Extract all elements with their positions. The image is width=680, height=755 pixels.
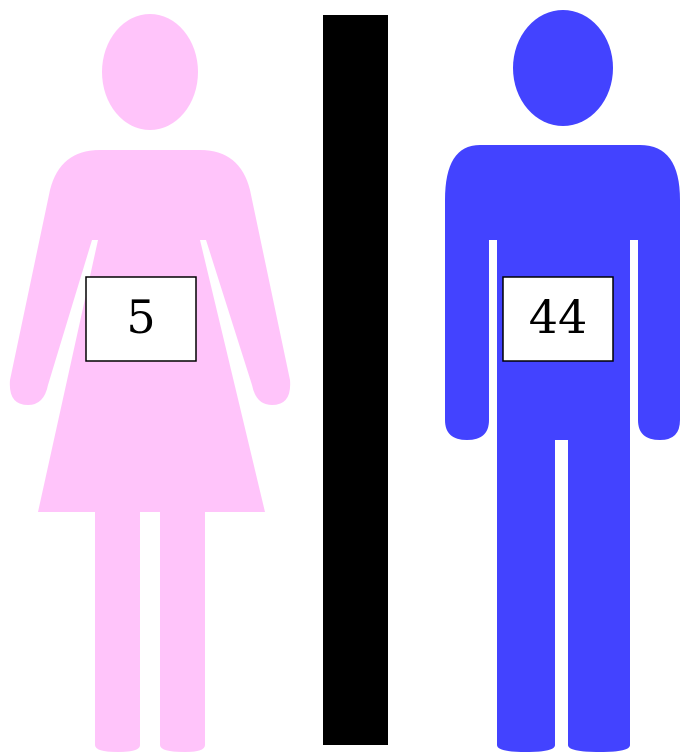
female-figure — [9, 14, 291, 752]
female-count: 5 — [126, 290, 155, 344]
count-box — [502, 276, 614, 362]
male-figure — [445, 10, 680, 752]
count-box — [85, 276, 197, 362]
divider — [323, 15, 388, 745]
male-count: 44 — [529, 290, 588, 344]
